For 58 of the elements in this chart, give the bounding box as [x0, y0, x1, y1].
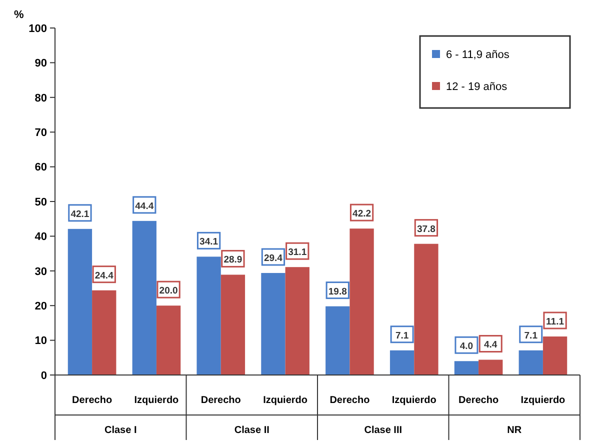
bar — [518, 350, 543, 375]
y-tick-label: 100 — [28, 22, 47, 35]
text: Clase II — [234, 425, 270, 436]
y-tick-label: 80 — [34, 92, 47, 104]
y-tick-label: 70 — [34, 126, 47, 139]
bar — [478, 360, 503, 375]
bar — [156, 306, 181, 375]
x-tick-label: Derecho — [458, 395, 499, 406]
y-axis-title: % — [14, 9, 24, 21]
data-label: 20.0 — [159, 286, 178, 297]
text: NR — [507, 425, 522, 436]
data-label: 42.1 — [70, 208, 90, 220]
data-label: 11.1 — [546, 316, 565, 328]
y-tick-label: 90 — [34, 58, 47, 70]
bar — [196, 256, 221, 375]
bar — [92, 290, 116, 375]
x-tick-label: Izquierdo — [392, 395, 436, 406]
data-label: 44.4 — [135, 200, 154, 212]
y-tick-label: 60 — [34, 162, 47, 174]
text: Clase I — [104, 425, 137, 436]
y-tick-label: 50 — [34, 196, 47, 208]
bar — [390, 350, 414, 375]
data-label: 24.4 — [94, 270, 114, 282]
y-tick-label: 30 — [34, 266, 47, 278]
y-tick-label: 0 — [40, 370, 47, 382]
data-label: 7.1 — [395, 330, 410, 342]
legend-label: 12 - 19 años — [446, 81, 508, 93]
x-tick-label: Derecho — [72, 395, 112, 406]
x-tick-label: Izquierdo — [134, 395, 179, 406]
data-label: 4.0 — [460, 341, 474, 352]
legend-label: 6 - 11,9 años — [446, 49, 510, 61]
x-tick-label: Derecho — [330, 395, 370, 406]
y-tick-label: 10 — [34, 335, 47, 348]
data-label: 7.1 — [524, 330, 538, 342]
data-label: 19.8 — [328, 286, 347, 298]
data-label: 4.4 — [484, 340, 498, 351]
x-tick-label: Izquierdo — [520, 395, 566, 406]
text: Clase III — [364, 425, 402, 436]
data-label: 34.1 — [200, 236, 219, 248]
data-label: 42.2 — [352, 208, 372, 220]
data-label: 29.4 — [264, 252, 284, 264]
bar — [261, 272, 286, 375]
bar — [350, 228, 374, 375]
bar — [132, 220, 156, 375]
y-tick-label: 20 — [34, 300, 47, 312]
bar — [285, 267, 310, 375]
x-tick-label: Izquierdo — [263, 395, 308, 406]
bar — [220, 274, 246, 375]
y-tick-label: 40 — [34, 231, 47, 244]
bar — [454, 361, 479, 375]
data-label: 31.1 — [288, 247, 308, 258]
bar — [68, 228, 92, 375]
data-label: 37.8 — [416, 224, 436, 235]
bar — [326, 306, 350, 375]
bar — [542, 336, 568, 375]
x-tick-label: Derecho — [200, 395, 241, 406]
data-label: 28.9 — [224, 254, 242, 266]
bar — [414, 244, 438, 375]
